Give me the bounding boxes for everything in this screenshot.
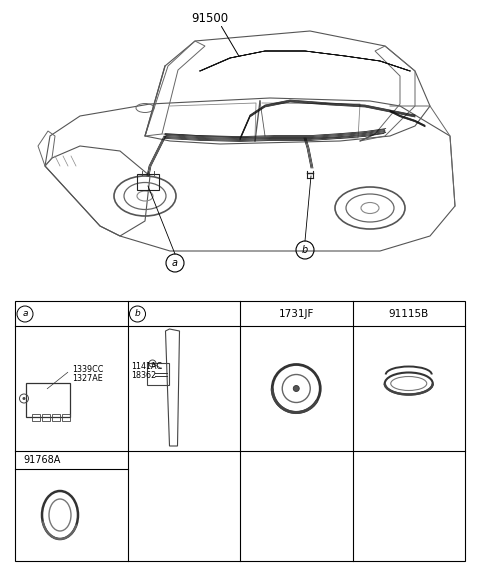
Text: 91500: 91500 (192, 11, 228, 24)
Text: 91768A: 91768A (23, 455, 60, 465)
Text: a: a (172, 258, 178, 268)
Text: 1731JF: 1731JF (278, 309, 314, 319)
Text: 18362: 18362 (132, 371, 156, 380)
Circle shape (23, 397, 25, 400)
Circle shape (151, 362, 154, 365)
Text: a: a (22, 310, 28, 319)
Text: 1339CC: 1339CC (72, 365, 103, 374)
Text: b: b (302, 245, 308, 255)
Text: 1141AC: 1141AC (132, 362, 163, 371)
Text: 1327AE: 1327AE (72, 374, 103, 383)
Text: b: b (134, 310, 140, 319)
Text: 91115B: 91115B (389, 309, 429, 319)
Circle shape (293, 385, 299, 392)
